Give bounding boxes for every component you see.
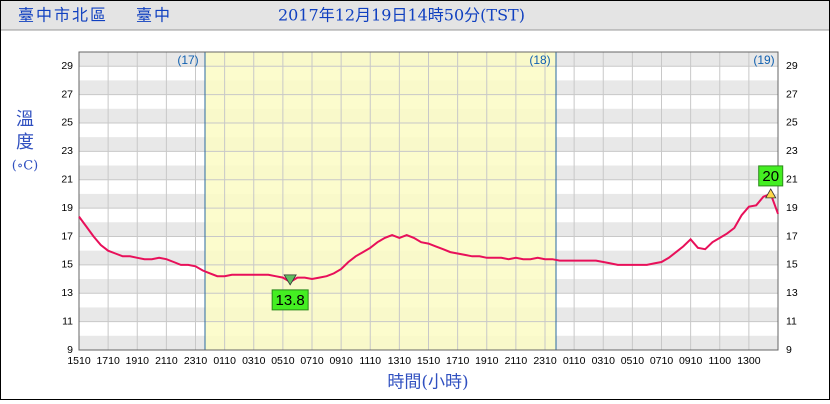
x-tick-label: 0710 xyxy=(300,355,324,367)
header-bar xyxy=(1,1,829,30)
y-tick-label: 19 xyxy=(786,202,798,214)
plot-border xyxy=(78,51,779,351)
x-tick-label: 1300 xyxy=(737,355,761,367)
y-tick-label: 27 xyxy=(786,88,798,100)
y-tick-label: 15 xyxy=(786,259,798,271)
city: 臺中 xyxy=(136,6,172,25)
x-tick-label: 0710 xyxy=(650,355,674,367)
x-tick-label: 0510 xyxy=(271,355,295,367)
y-tick-label: 27 xyxy=(61,88,73,100)
timestamp: 2017年12月19日14時50分(TST) xyxy=(278,6,525,25)
y-tick-label: 13 xyxy=(786,287,798,299)
x-tick-label: 1510 xyxy=(417,355,441,367)
y-tick-label: 25 xyxy=(786,117,798,129)
y-tick-label: 9 xyxy=(786,344,792,356)
y-tick-label: 19 xyxy=(61,202,73,214)
y-tick-label: 23 xyxy=(61,145,73,157)
day-marker: (18) xyxy=(529,53,550,67)
temperature-line xyxy=(78,192,779,284)
day-marker: (17) xyxy=(177,53,198,67)
station: 臺中市北區 xyxy=(18,6,108,25)
y-tick-label: 11 xyxy=(62,315,73,327)
annotation-label: 20 xyxy=(762,168,779,185)
y-tick-label: 21 xyxy=(786,173,798,185)
y-tick-label: 17 xyxy=(786,230,798,242)
x-tick-label: 2110 xyxy=(155,355,178,367)
day-highlight xyxy=(205,52,556,350)
x-tick-label: 1710 xyxy=(96,355,120,367)
day-marker: (19) xyxy=(753,53,774,67)
y-tick-label: 23 xyxy=(786,145,798,157)
x-tick-label: 1710 xyxy=(446,355,470,367)
y-axis-label: 度 xyxy=(16,132,34,153)
x-tick-label: 0110 xyxy=(563,355,586,367)
y-tick-label: 9 xyxy=(67,344,73,356)
x-tick-label: 0510 xyxy=(621,355,645,367)
extreme-marker xyxy=(283,274,297,286)
annotation-box xyxy=(271,289,309,311)
y-tick-label: 17 xyxy=(61,230,73,242)
x-tick-label: 0110 xyxy=(213,355,236,367)
y-tick-label: 11 xyxy=(786,315,797,327)
annotation-box xyxy=(758,165,784,187)
x-axis-label: 時間(小時) xyxy=(387,373,468,393)
x-tick-label: 0910 xyxy=(329,355,353,367)
overlay: 1510 1710 1910 2110 2310 0110 0310 0510 0710 0910… xyxy=(61,51,798,367)
x-tick-label: 1510 xyxy=(67,355,91,367)
x-tick-label: 2310 xyxy=(184,355,208,367)
x-tick-label: 1910 xyxy=(126,355,150,367)
x-tick-label: 0910 xyxy=(679,355,703,367)
extreme-marker xyxy=(765,188,777,199)
annotation-label: 13.8 xyxy=(276,292,305,309)
y-tick-label: 13 xyxy=(61,287,73,299)
y-tick-label: 15 xyxy=(61,259,73,271)
y-tick-label: 25 xyxy=(61,117,73,129)
x-tick-label: 1310 xyxy=(388,355,412,367)
y-axis-label: 溫 xyxy=(16,109,34,130)
x-tick-label: 1110 xyxy=(359,355,381,367)
x-tick-label: 0310 xyxy=(242,355,266,367)
y-tick-label: 29 xyxy=(786,60,798,72)
x-tick-label: 1910 xyxy=(475,355,499,367)
y-tick-label: 29 xyxy=(61,60,73,72)
x-tick-label: 2110 xyxy=(505,355,528,367)
x-tick-label: 0310 xyxy=(592,355,616,367)
x-tick-label: 1100 xyxy=(708,355,731,367)
x-tick-label: 2310 xyxy=(533,355,557,367)
y-axis-unit: (∘C) xyxy=(12,159,38,174)
y-tick-label: 21 xyxy=(61,173,73,185)
